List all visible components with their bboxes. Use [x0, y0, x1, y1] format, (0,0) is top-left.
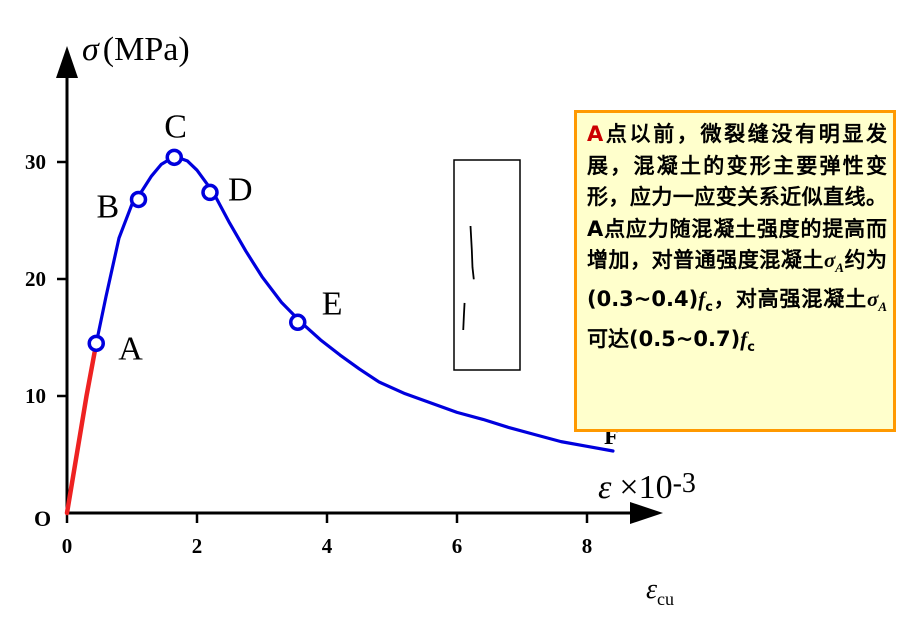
x-axis-symbol: ε	[598, 469, 612, 506]
specimen-sketch	[453, 159, 521, 371]
note-sigma-1: σ	[823, 248, 836, 273]
curve-full-curve	[94, 155, 615, 453]
point-marker-D	[201, 183, 219, 202]
point-marker-C	[165, 148, 183, 167]
x-tick-label: 8	[582, 534, 593, 558]
point-label-A: A	[118, 330, 143, 367]
crack-upper-line	[469, 225, 475, 280]
note-body: 点以前，微裂缝没有明显发展，混凝土的变形主要弹性变形，应力一应变关系近似直线。A…	[587, 122, 887, 273]
ultimate-strain-symbol: ε	[646, 574, 657, 605]
note-sigma-2: σ	[867, 287, 879, 312]
note-sigma-1-sub: A	[835, 260, 844, 276]
note-part-2: 约为 (0.3~0.4)	[587, 248, 888, 312]
point-label-E: E	[322, 285, 343, 322]
y-axis-ticks: 10 20 30	[25, 150, 67, 408]
ultimate-strain-sub: cu	[657, 589, 674, 609]
note-fc-1-sub: c	[705, 300, 713, 316]
y-axis-symbol: σ	[82, 31, 100, 68]
x-axis-exponent: -3	[673, 468, 696, 499]
x-axis-arrow-icon	[630, 502, 663, 524]
y-tick-label: 10	[25, 384, 46, 408]
note-part-4: 可达(0.5~0.7)	[587, 326, 741, 351]
note-sigma-2-sub: A	[878, 299, 887, 315]
note-fc-1: f	[698, 287, 706, 312]
y-axis-unit: (MPa)	[103, 31, 190, 68]
note-part-3: ，对高强混凝土	[712, 287, 867, 312]
point-marker-E	[289, 313, 307, 332]
x-tick-label: 0	[62, 534, 73, 558]
curve-group	[64, 155, 615, 516]
point-marker-A	[87, 334, 105, 353]
x-axis-scale: ×10	[619, 469, 672, 506]
x-tick-label: 2	[192, 534, 203, 558]
crack-lower-line	[462, 302, 466, 331]
point-label-C: C	[164, 108, 187, 145]
origin-label: O	[34, 506, 51, 531]
y-axis-title: σ (MPa)	[82, 31, 190, 68]
x-axis-title: ε ×10-3	[598, 468, 696, 506]
note-fc-2: f	[740, 326, 748, 351]
specimen-rect	[453, 159, 521, 371]
curve-linear-elastic	[64, 341, 99, 516]
point-label-B: B	[97, 188, 120, 225]
x-tick-label: 6	[452, 534, 463, 558]
y-tick-label: 30	[25, 150, 46, 174]
point-marker-B	[129, 190, 148, 209]
explanation-note-box: A点以前，微裂缝没有明显发展，混凝土的变形主要弹性变形，应力一应变关系近似直线。…	[574, 110, 896, 432]
x-tick-label: 4	[322, 534, 333, 558]
y-tick-label: 20	[25, 267, 46, 291]
note-fc-2-sub: c	[747, 340, 755, 356]
x-axis-ticks: 0 2 4 6 8	[62, 513, 593, 558]
ultimate-strain-label: εcu	[646, 574, 674, 609]
point-label-D: D	[228, 171, 253, 208]
y-axis-arrow-icon	[56, 46, 78, 78]
key-points-group: A B C D E	[87, 108, 343, 367]
note-lead: A	[587, 122, 604, 146]
